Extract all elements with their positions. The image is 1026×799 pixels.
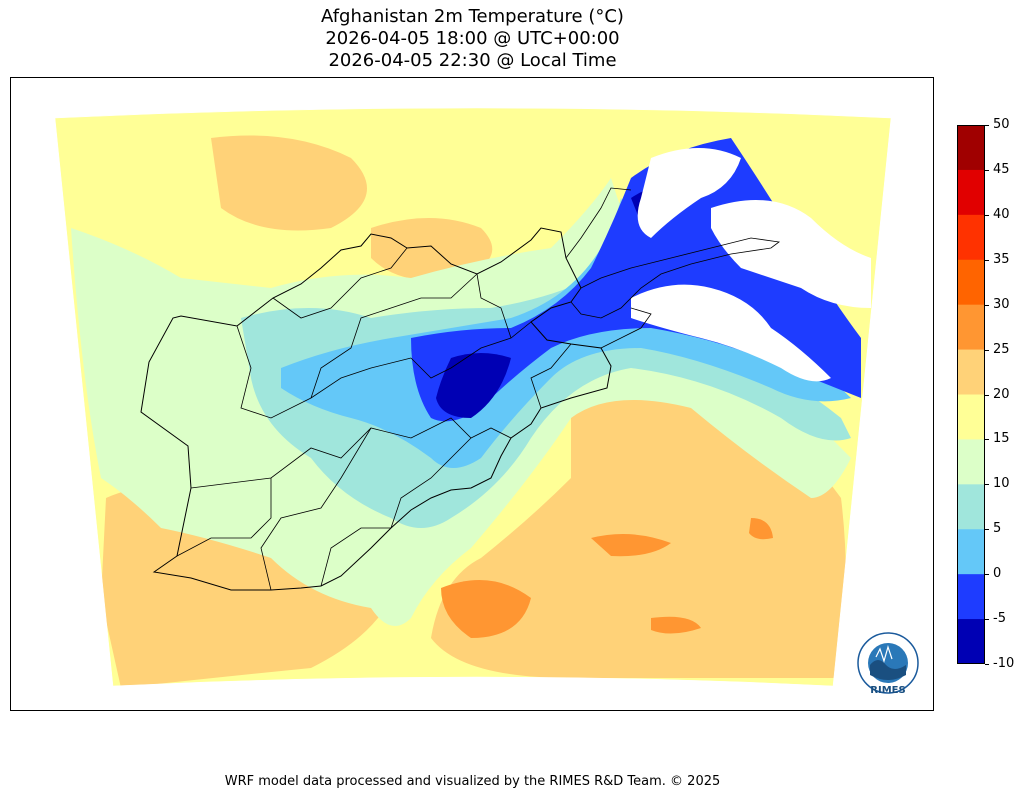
footer-credit: WRF model data processed and visualized … bbox=[224, 774, 721, 789]
colorbar-swatch bbox=[957, 349, 985, 395]
colorbar-swatch bbox=[957, 394, 985, 440]
title-line-2: 2026-04-05 18:00 @ UTC+00:00 bbox=[325, 28, 620, 49]
colorbar-swatch bbox=[957, 529, 985, 575]
colorbar-tick bbox=[985, 125, 989, 126]
colorbar bbox=[957, 125, 985, 664]
band-below-neg10-a bbox=[637, 148, 741, 238]
temperature-field bbox=[55, 108, 891, 686]
colorbar-tick-label: 20 bbox=[993, 386, 1010, 402]
band-25-30-c bbox=[651, 616, 701, 634]
map-panel[interactable]: RIMES bbox=[10, 77, 934, 711]
colorbar-tick bbox=[985, 664, 989, 665]
band-neg10-neg5 bbox=[436, 353, 511, 418]
colorbar-tick-label: 25 bbox=[993, 341, 1010, 357]
province-line-2 bbox=[236, 325, 412, 419]
neighbour-boundary bbox=[565, 187, 781, 349]
colorbar-swatch bbox=[957, 619, 985, 664]
neighbour-line-1 bbox=[565, 187, 632, 259]
band-25-30-a bbox=[441, 580, 531, 638]
province-line-10 bbox=[310, 273, 478, 399]
colorbar-tick bbox=[985, 484, 989, 486]
colorbar-tick bbox=[985, 214, 989, 216]
colorbar-tick-label: 35 bbox=[993, 251, 1010, 267]
colorbar-swatch bbox=[957, 439, 985, 485]
map-title: Afghanistan 2m Temperature (°C) 2026-04-… bbox=[10, 6, 935, 72]
colorbar-swatch bbox=[957, 484, 985, 530]
colorbar-tick-label: 0 bbox=[993, 566, 1002, 582]
colorbar-tick bbox=[985, 304, 989, 306]
colorbar-tick bbox=[985, 439, 989, 441]
colorbar-swatch bbox=[957, 259, 985, 306]
colorbar-tick-label: 15 bbox=[993, 431, 1010, 447]
colorbar-swatch bbox=[957, 125, 985, 171]
colorbar-swatch bbox=[957, 169, 985, 216]
province-line-11 bbox=[390, 437, 472, 529]
neighbour-line-2 bbox=[570, 237, 781, 319]
title-line-3: 2026-04-05 22:30 @ Local Time bbox=[328, 50, 617, 71]
neighbour-line-3 bbox=[600, 307, 652, 349]
colorbar-tick bbox=[985, 349, 989, 351]
colorbar-tick-label: 40 bbox=[993, 206, 1010, 222]
colorbar-tick-label: 45 bbox=[993, 161, 1010, 177]
colorbar-tick-label: 5 bbox=[993, 521, 1002, 537]
province-line-4 bbox=[176, 478, 272, 557]
colorbar-tick-label: -10 bbox=[993, 656, 1015, 671]
rimes-logo: RIMES bbox=[857, 632, 919, 696]
province-line-5 bbox=[260, 427, 372, 591]
province-line-3 bbox=[272, 247, 408, 319]
province-boundaries bbox=[176, 247, 572, 591]
logo-name: RIMES bbox=[870, 685, 905, 696]
colorbar-tick bbox=[985, 259, 989, 261]
band-20-25-north bbox=[211, 135, 367, 231]
colorbar-tick bbox=[985, 619, 989, 621]
colorbar-tick bbox=[985, 574, 989, 576]
colorbar-tick bbox=[985, 169, 989, 171]
colorbar-tick bbox=[985, 529, 989, 531]
province-line-12 bbox=[530, 343, 572, 409]
colorbar-swatch bbox=[957, 304, 985, 351]
province-line-9 bbox=[476, 273, 512, 339]
band-20-25-se bbox=[431, 376, 846, 678]
band-below-neg10-c bbox=[631, 284, 831, 382]
province-line-7 bbox=[410, 321, 532, 379]
colorbar-tick-label: 50 bbox=[993, 117, 1010, 132]
colorbar-tick-label: 30 bbox=[993, 296, 1010, 312]
domain-edge bbox=[54, 107, 892, 687]
band-25-30-b bbox=[591, 534, 671, 557]
colorbar-tick-label: -5 bbox=[993, 611, 1006, 627]
colorbar-swatches bbox=[957, 125, 985, 664]
logo-wave bbox=[870, 660, 906, 680]
colorbar-frame bbox=[957, 125, 985, 664]
title-line-1: Afghanistan 2m Temperature (°C) bbox=[321, 6, 624, 27]
logo-seismic-line bbox=[875, 644, 893, 664]
colorbar-swatch bbox=[957, 214, 985, 261]
band-25-30-d bbox=[749, 518, 773, 540]
band-below-neg10-b bbox=[711, 200, 871, 308]
colorbar-swatch bbox=[957, 574, 985, 620]
colorbar-tick-label: 10 bbox=[993, 476, 1010, 492]
province-line-6 bbox=[320, 527, 391, 587]
colorbar-tick bbox=[985, 394, 989, 396]
temperature-map[interactable]: RIMES bbox=[11, 78, 934, 711]
